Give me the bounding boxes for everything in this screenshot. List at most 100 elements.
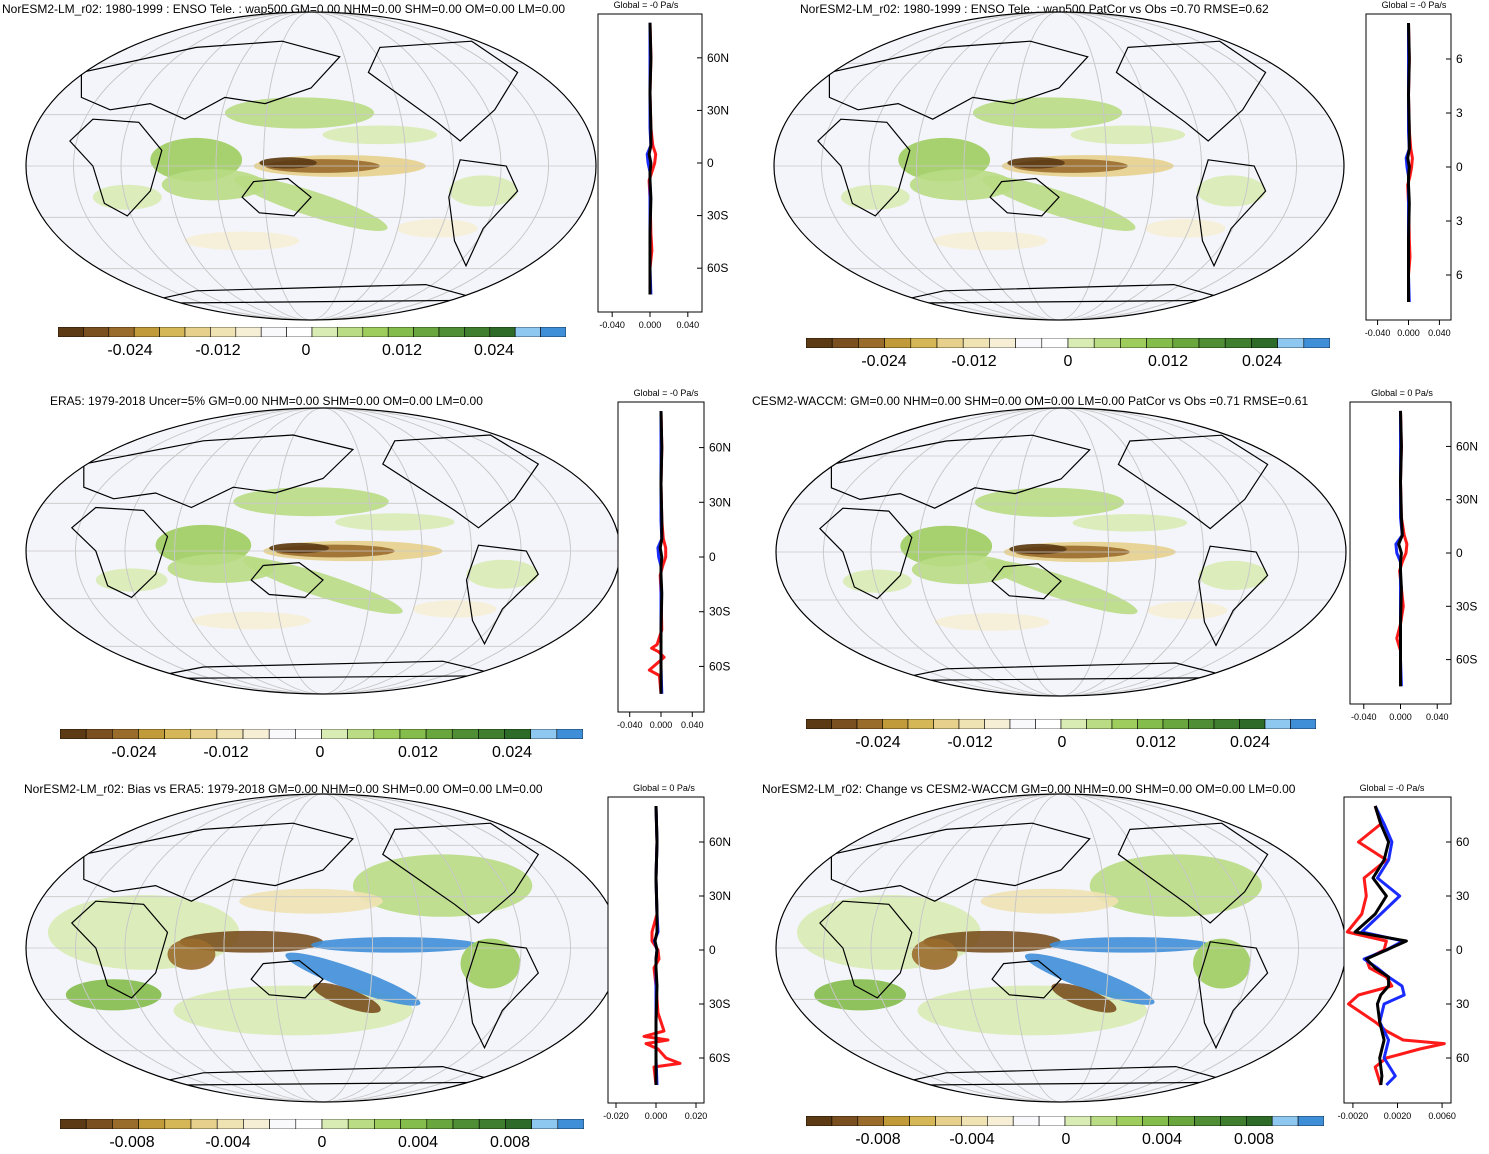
colorbar-label: -0.024 — [855, 734, 901, 751]
zonal-mean-plot: 60N 30N 0 30S 60S -0.040 0.000 0.040 — [617, 401, 731, 730]
colorbar-swatch — [337, 327, 364, 337]
x-tick-label: 0.000 — [639, 320, 662, 330]
colorbar-swatch — [1009, 719, 1036, 729]
colorbar-swatch — [260, 327, 287, 337]
colorbar-swatch — [58, 327, 84, 337]
lat-tick-label: 30 — [1456, 997, 1470, 1011]
longitude-line — [75, 794, 571, 1102]
longitude-line — [174, 794, 472, 1102]
panel-title: NorESM2-LM_r02: Change vs CESM2-WACCM GM… — [762, 782, 1296, 796]
colorbar-swatch — [858, 338, 885, 348]
colorbar-label: -0.004 — [949, 1131, 995, 1148]
lat-tick-label: 30N — [1456, 493, 1478, 507]
colorbar-labels: -0.024 -0.012 0 0.012 0.024 — [806, 734, 1316, 754]
series-line-black — [653, 805, 659, 1085]
colorbar-swatch — [373, 729, 401, 739]
panel-title: ERA5: 1979-2018 Uncer=5% GM=0.00 NHM=0.0… — [50, 394, 483, 408]
colorbar-swatch — [489, 327, 516, 337]
zonal-mean-plot: 6 3 0 3 6 -0.040 0.000 0.040 — [1365, 13, 1463, 338]
colorbar-swatch — [1168, 1116, 1195, 1126]
map-border — [25, 11, 597, 321]
coastline — [465, 544, 540, 646]
colorbar — [806, 1116, 1324, 1126]
colorbar-swatch — [1264, 719, 1291, 729]
colorbar-label: 0.024 — [1229, 734, 1271, 751]
longitude-line — [273, 408, 373, 694]
colorbar-swatch — [235, 327, 262, 337]
anomaly-region — [1051, 983, 1117, 1013]
x-tick-label: 0.000 — [1389, 712, 1412, 722]
coastline — [70, 900, 169, 999]
colorbar-swatch — [399, 729, 427, 739]
colorbar-swatch — [504, 729, 531, 739]
lat-tick-label: 0 — [1456, 160, 1463, 174]
colorbar-swatch — [60, 1119, 87, 1129]
colorbar-swatch — [984, 719, 1011, 729]
colorbar-swatch — [1015, 338, 1043, 348]
colorbar-label: -0.024 — [107, 342, 153, 359]
anomaly-region — [311, 937, 479, 953]
lat-tick-label: 60N — [707, 51, 729, 65]
lat-tick-label: 30N — [709, 495, 731, 509]
colorbar-label: 0 — [301, 342, 311, 359]
colorbar-label: -0.012 — [195, 342, 241, 359]
lat-tick-label: 30S — [1456, 599, 1477, 613]
coastline — [382, 822, 540, 924]
anomaly-region — [1072, 514, 1188, 532]
x-tick-label: 0.040 — [681, 720, 704, 730]
colorbar — [806, 719, 1316, 729]
coastline — [819, 507, 913, 600]
coastline — [448, 159, 519, 268]
colorbar-swatch — [1297, 1116, 1324, 1126]
lat-tick-label: 30N — [707, 103, 729, 117]
colorbar-swatch — [321, 729, 348, 739]
anomaly-region — [1007, 157, 1065, 169]
colorbar-swatch — [426, 1119, 454, 1129]
zonal-title: Global = 0 Pa/s — [1371, 388, 1433, 398]
lat-tick-label: 3 — [1456, 106, 1463, 120]
colorbar-swatch — [362, 327, 389, 337]
colorbar-swatch — [1172, 338, 1200, 348]
colorbar-swatch — [1198, 338, 1226, 348]
map-border — [773, 11, 1345, 321]
lat-tick-label: 6 — [1456, 268, 1463, 282]
colorbar-swatch — [1239, 719, 1266, 729]
colorbar-swatch — [961, 1116, 988, 1126]
longitude-line — [918, 794, 1204, 1102]
colorbar-swatch — [478, 1119, 506, 1129]
longitude-line — [1013, 794, 1109, 1102]
anomaly-region — [923, 930, 1061, 953]
colorbar-swatch — [962, 338, 990, 348]
anomaly-region — [269, 542, 329, 554]
colorbar-swatch — [1224, 338, 1252, 348]
lat-tick-label: 0 — [1456, 546, 1463, 560]
anomaly-region — [1024, 953, 1155, 1005]
colorbar-swatch — [387, 327, 414, 337]
colorbar-swatch — [1213, 719, 1240, 729]
colorbar-swatch — [243, 1119, 270, 1129]
lat-tick-label: 60S — [1456, 653, 1477, 667]
anomaly-region — [239, 888, 383, 914]
coastline — [1198, 941, 1269, 1050]
world-map — [775, 793, 1347, 1103]
colorbar-swatch — [210, 327, 237, 337]
lat-tick-label: 0 — [709, 550, 716, 564]
colorbar-swatch — [1220, 1116, 1247, 1126]
anomaly-region — [92, 184, 162, 210]
world-map — [773, 11, 1345, 321]
colorbar-swatch — [133, 327, 160, 337]
colorbar-label: 0.024 — [1241, 353, 1283, 370]
panel-title: CESM2-WACCM: GM=0.00 NHM=0.00 SHM=0.00 O… — [752, 394, 1309, 408]
colorbar-swatch — [831, 719, 858, 729]
coastline — [1117, 822, 1269, 924]
colorbar-swatch — [321, 1119, 349, 1129]
colorbar-swatch — [856, 719, 883, 729]
colorbar-swatch — [216, 729, 244, 739]
series-line-black — [658, 411, 664, 694]
colorbar-label: 0.012 — [1135, 734, 1177, 751]
colorbar-label: 0.008 — [489, 1134, 531, 1151]
longitude-line — [916, 12, 1202, 320]
x-tick-label: 0.040 — [677, 320, 700, 330]
longitude-line — [215, 12, 407, 320]
coastline — [1196, 159, 1267, 268]
